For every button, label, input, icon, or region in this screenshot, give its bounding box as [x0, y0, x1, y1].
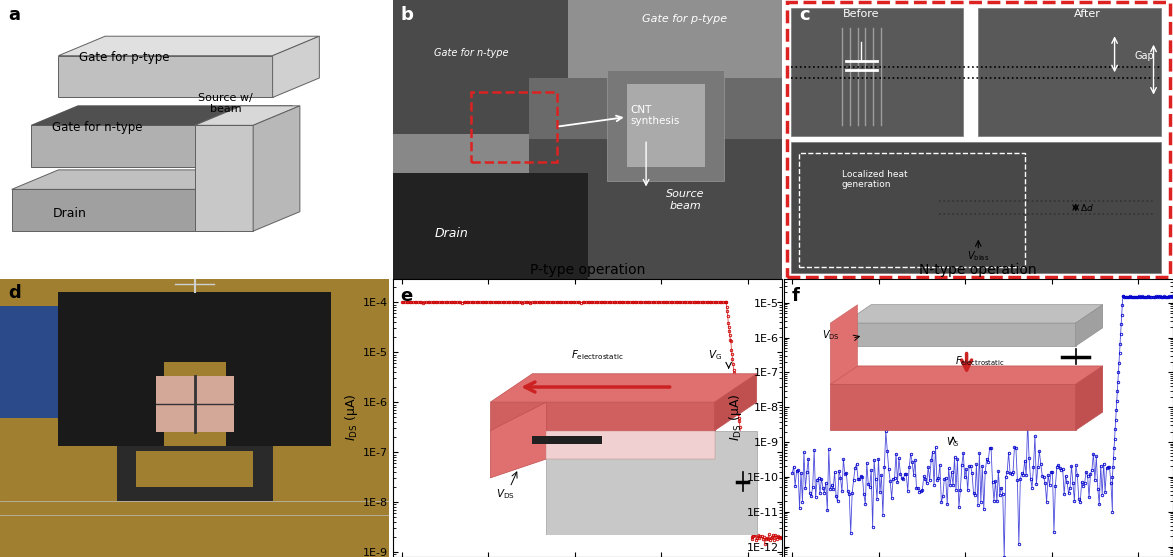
- Polygon shape: [32, 106, 292, 125]
- Polygon shape: [32, 125, 245, 167]
- Polygon shape: [226, 170, 272, 231]
- Text: Source w/
beam: Source w/ beam: [198, 92, 253, 114]
- Title: N-type operation: N-type operation: [920, 263, 1037, 277]
- Polygon shape: [195, 106, 300, 125]
- Text: e: e: [401, 287, 413, 305]
- Polygon shape: [59, 36, 319, 56]
- Polygon shape: [59, 362, 163, 446]
- Bar: [792, 142, 1161, 273]
- Bar: [978, 8, 1161, 136]
- Text: After: After: [1074, 9, 1100, 19]
- Polygon shape: [393, 134, 529, 173]
- Polygon shape: [117, 446, 272, 501]
- Text: f: f: [792, 287, 799, 305]
- Text: Gap: Gap: [1134, 51, 1154, 61]
- Y-axis label: $I_{\mathrm{DS}}$ (μA): $I_{\mathrm{DS}}$ (μA): [727, 394, 744, 442]
- Polygon shape: [136, 451, 253, 487]
- Text: Gate for p-type: Gate for p-type: [80, 51, 170, 64]
- Polygon shape: [568, 0, 782, 84]
- Title: P-type operation: P-type operation: [530, 263, 645, 277]
- Text: $V_{\mathrm{bias}}$: $V_{\mathrm{bias}}$: [968, 249, 989, 263]
- Polygon shape: [608, 70, 724, 181]
- Text: a: a: [8, 6, 20, 23]
- Polygon shape: [393, 173, 588, 278]
- Polygon shape: [626, 84, 705, 167]
- Bar: [799, 153, 1025, 267]
- Polygon shape: [195, 125, 253, 231]
- Polygon shape: [156, 376, 233, 432]
- Polygon shape: [59, 292, 331, 362]
- Text: Gate for n-type: Gate for n-type: [434, 48, 508, 58]
- Polygon shape: [0, 306, 59, 418]
- Text: Drain: Drain: [53, 207, 87, 220]
- Polygon shape: [226, 362, 331, 446]
- Text: Gate for n-type: Gate for n-type: [52, 121, 143, 134]
- Bar: [792, 8, 963, 136]
- Y-axis label: $I_{\mathrm{DS}}$ (μA): $I_{\mathrm{DS}}$ (μA): [344, 394, 360, 442]
- Text: d: d: [8, 284, 21, 302]
- Bar: [470, 92, 556, 162]
- Text: CNT
synthesis: CNT synthesis: [631, 105, 680, 126]
- Polygon shape: [253, 106, 300, 231]
- Text: Source
beam: Source beam: [666, 189, 704, 211]
- Text: Localized heat
generation: Localized heat generation: [842, 170, 908, 189]
- Text: $\Delta d$: $\Delta d$: [1079, 202, 1093, 213]
- Text: b: b: [401, 6, 414, 23]
- Text: Drain: Drain: [434, 227, 468, 240]
- Polygon shape: [12, 170, 272, 189]
- Polygon shape: [59, 56, 272, 97]
- Polygon shape: [32, 106, 292, 125]
- Polygon shape: [12, 189, 226, 231]
- Polygon shape: [272, 36, 319, 97]
- Polygon shape: [529, 78, 782, 139]
- Text: Before: Before: [843, 9, 880, 19]
- Polygon shape: [245, 106, 292, 167]
- Text: c: c: [799, 6, 809, 23]
- Text: Gate for p-type: Gate for p-type: [643, 14, 727, 25]
